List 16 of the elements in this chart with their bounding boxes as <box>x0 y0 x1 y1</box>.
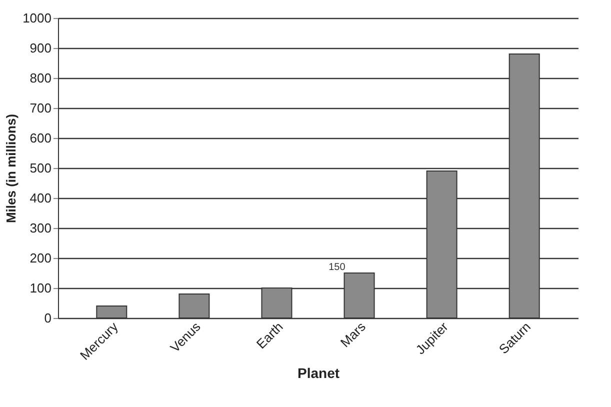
y-tick-label: 700 <box>30 100 52 116</box>
x-axis-title: Planet <box>297 364 340 381</box>
y-tick-label: 500 <box>30 160 52 176</box>
y-tick-label: 400 <box>30 190 52 206</box>
y-tick-label: 800 <box>30 70 52 86</box>
y-tick-label: 900 <box>30 40 52 56</box>
y-tick-label: 200 <box>30 250 52 266</box>
bar <box>178 294 210 318</box>
bar <box>96 306 128 318</box>
y-tick-label: 1000 <box>22 10 52 26</box>
y-tick-label: 300 <box>30 220 52 236</box>
annotation: 150 <box>328 262 346 273</box>
y-tick-label: 100 <box>30 280 52 296</box>
y-tick-label: 600 <box>30 130 52 146</box>
y-axis-title: Miles (in millions) <box>4 114 19 224</box>
y-tick-label: 0 <box>44 310 52 326</box>
